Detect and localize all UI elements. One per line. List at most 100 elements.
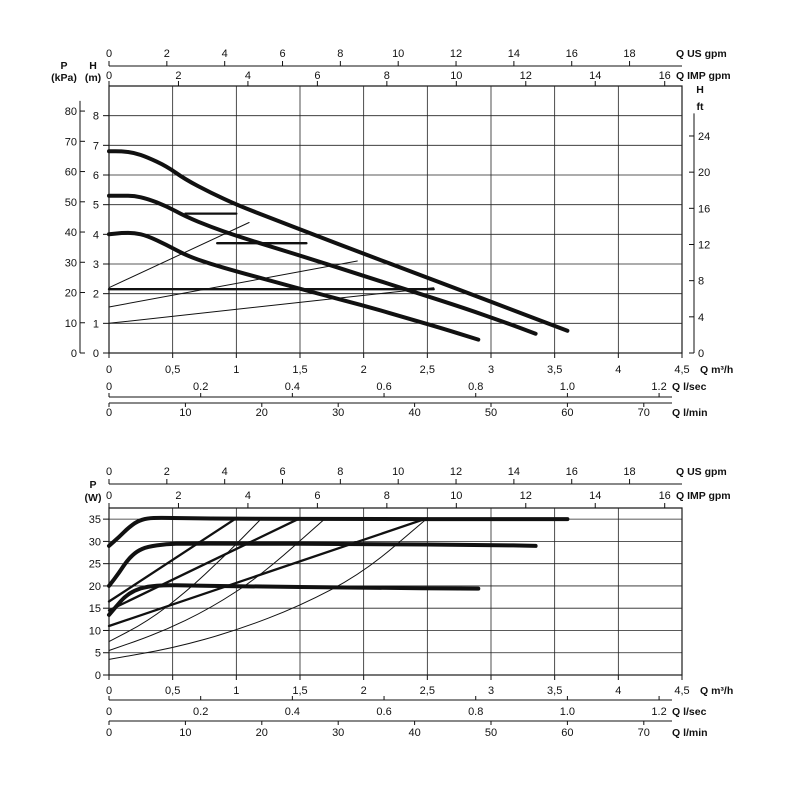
- q-m3h-tick-label: 2: [361, 364, 367, 376]
- left-axis-tick-label: 1: [93, 318, 99, 330]
- head-curve-series-1-thick: [107, 193, 538, 336]
- kpa-tick-label: 70: [65, 136, 77, 148]
- ft-tick-label: 20: [698, 167, 710, 179]
- ft-tick-label: 0: [698, 348, 704, 360]
- head-curve-series-8-thin: [108, 287, 435, 324]
- imp-gpm-tick-label: 16: [659, 70, 671, 82]
- q-m3h-tick-label: 3: [488, 364, 494, 376]
- head-curve-series-7-thin: [108, 260, 358, 308]
- left-axis-tick-label: 4: [93, 229, 99, 241]
- us-gpm-tick-label: 12: [450, 48, 462, 60]
- q-m3h-tick-label: 1,5: [292, 364, 307, 376]
- l-sec-tick-label: 1.0: [560, 381, 575, 393]
- power-curve-series-1-thick: [107, 541, 538, 588]
- l-min-tick-label: 30: [332, 407, 344, 419]
- kpa-tick-label: 60: [65, 167, 77, 179]
- imp-gpm-tick-label: 16: [659, 490, 671, 502]
- left-axis-tick-label: 7: [93, 140, 99, 152]
- power-curve-series-2-thick: [107, 583, 481, 617]
- us-gpm-tick-label: 8: [337, 466, 343, 478]
- kpa-tick-label: 0: [71, 348, 77, 360]
- us-gpm-axis-label: Q US gpm: [676, 466, 727, 478]
- imp-gpm-tick-label: 14: [589, 490, 601, 502]
- q-m3h-tick-label: 0,5: [165, 364, 180, 376]
- imp-gpm-tick-label: 4: [245, 70, 251, 82]
- us-gpm-tick-label: 18: [623, 466, 635, 478]
- left-axis-tick-label: 5: [93, 200, 99, 212]
- p-w-axis-unit: (W): [85, 492, 102, 504]
- ft-axis-unit: ft: [697, 101, 704, 113]
- us-gpm-tick-label: 0: [106, 48, 112, 60]
- left-axis-tick-label: 0: [93, 348, 99, 360]
- p-w-axis-title: P: [89, 479, 96, 491]
- kpa-axis-title: P: [60, 60, 67, 72]
- l-min-tick-label: 20: [256, 407, 268, 419]
- l-sec-tick-label: 0.2: [193, 381, 208, 393]
- q-m3h-tick-label: 0: [106, 685, 112, 697]
- left-axis-tick-label: 25: [89, 559, 101, 571]
- ft-tick-label: 4: [698, 312, 704, 324]
- h-m-axis-unit: (m): [85, 72, 101, 84]
- left-axis-tick-label: 35: [89, 514, 101, 526]
- us-gpm-tick-label: 16: [566, 466, 578, 478]
- power-curve-series-4-medium: [107, 517, 302, 612]
- left-axis-tick-label: 20: [89, 581, 101, 593]
- l-min-tick-label: 20: [256, 727, 268, 739]
- q-m3h-axis-label: Q m³/h: [700, 685, 733, 697]
- l-min-tick-label: 0: [106, 407, 112, 419]
- l-sec-tick-label: 1.0: [560, 706, 575, 718]
- us-gpm-tick-label: 18: [623, 48, 635, 60]
- us-gpm-axis-label: Q US gpm: [676, 48, 727, 60]
- l-min-tick-label: 50: [485, 727, 497, 739]
- kpa-tick-label: 40: [65, 227, 77, 239]
- kpa-tick-label: 10: [65, 318, 77, 330]
- l-min-axis-label: Q l/min: [672, 407, 708, 419]
- l-min-tick-label: 70: [638, 407, 650, 419]
- imp-gpm-axis-label: Q IMP gpm: [676, 490, 731, 502]
- h-m-axis-title: H: [89, 60, 97, 72]
- imp-gpm-tick-label: 10: [450, 70, 462, 82]
- kpa-tick-label: 20: [65, 288, 77, 300]
- l-sec-axis-label: Q l/sec: [672, 381, 707, 393]
- left-axis-tick-label: 5: [95, 648, 101, 660]
- us-gpm-tick-label: 2: [164, 48, 170, 60]
- imp-gpm-tick-label: 8: [384, 70, 390, 82]
- plot-frame: [108, 507, 683, 676]
- left-axis-tick-label: 30: [89, 536, 101, 548]
- imp-gpm-tick-label: 14: [589, 70, 601, 82]
- imp-gpm-tick-label: 12: [520, 490, 532, 502]
- kpa-tick-label: 50: [65, 197, 77, 209]
- q-m3h-tick-label: 1: [233, 685, 239, 697]
- l-sec-tick-label: 0: [106, 381, 112, 393]
- l-sec-axis-label: Q l/sec: [672, 706, 707, 718]
- ft-tick-label: 24: [698, 131, 710, 143]
- power-curve-series-6-thin: [108, 517, 263, 643]
- l-sec-tick-label: 0.4: [285, 706, 300, 718]
- left-axis-tick-label: 10: [89, 625, 101, 637]
- l-min-tick-label: 10: [179, 727, 191, 739]
- q-m3h-tick-label: 2,5: [420, 685, 435, 697]
- l-sec-tick-label: 0: [106, 706, 112, 718]
- l-min-tick-label: 40: [408, 727, 420, 739]
- q-m3h-tick-label: 2,5: [420, 364, 435, 376]
- power-curve-series-8-thin: [108, 517, 428, 660]
- left-axis-tick-label: 15: [89, 603, 101, 615]
- imp-gpm-tick-label: 8: [384, 490, 390, 502]
- l-sec-tick-label: 0.2: [193, 706, 208, 718]
- q-m3h-tick-label: 3: [488, 685, 494, 697]
- q-m3h-tick-label: 4,5: [674, 685, 689, 697]
- l-min-tick-label: 70: [638, 727, 650, 739]
- us-gpm-tick-label: 6: [279, 48, 285, 60]
- us-gpm-tick-label: 6: [279, 466, 285, 478]
- ft-tick-label: 8: [698, 276, 704, 288]
- l-sec-tick-label: 0.6: [376, 706, 391, 718]
- us-gpm-tick-label: 14: [508, 48, 520, 60]
- left-axis-tick-label: 2: [93, 289, 99, 301]
- us-gpm-tick-label: 8: [337, 48, 343, 60]
- l-sec-tick-label: 0.4: [285, 381, 300, 393]
- ft-tick-label: 16: [698, 203, 710, 215]
- l-min-tick-label: 50: [485, 407, 497, 419]
- ft-tick-label: 12: [698, 239, 710, 251]
- imp-gpm-tick-label: 6: [314, 70, 320, 82]
